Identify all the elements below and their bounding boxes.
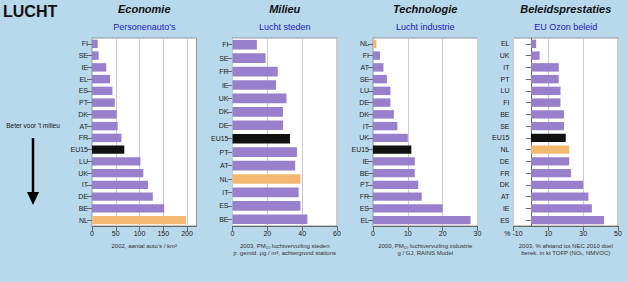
- svg-text:FR: FR: [219, 68, 228, 75]
- svg-text:UK: UK: [359, 134, 369, 141]
- svg-text:2000, PM₁₀ luchtvervuiling ind: 2000, PM₁₀ luchtvervuiling industrie: [378, 243, 473, 249]
- svg-text:Personenauto's: Personenauto's: [113, 22, 176, 32]
- svg-text:AT: AT: [220, 162, 229, 169]
- svg-text:IE: IE: [503, 205, 510, 212]
- svg-text:PT: PT: [360, 181, 370, 188]
- svg-text:Technologie: Technologie: [393, 3, 457, 15]
- svg-text:2003, PM₁₀ luchtvervuiling ste: 2003, PM₁₀ luchtvervuiling steden: [240, 243, 330, 249]
- svg-text:BE: BE: [360, 170, 370, 177]
- svg-text:SE: SE: [219, 55, 229, 62]
- svg-text:FI: FI: [363, 52, 369, 59]
- svg-text:SE: SE: [360, 76, 370, 83]
- svg-text:0: 0: [90, 230, 94, 237]
- svg-text:SE: SE: [79, 52, 89, 59]
- svg-text:Lucht steden: Lucht steden: [259, 22, 311, 32]
- svg-text:UK: UK: [219, 95, 229, 102]
- svg-text:100: 100: [134, 230, 146, 237]
- svg-text:PT: PT: [79, 99, 89, 106]
- svg-text:EL: EL: [79, 76, 88, 83]
- svg-text:DK: DK: [219, 108, 229, 115]
- svg-text:% -10: % -10: [504, 230, 522, 237]
- svg-text:DK: DK: [500, 181, 510, 188]
- svg-text:10: 10: [544, 230, 552, 237]
- svg-text:30: 30: [474, 230, 482, 237]
- svg-text:NL: NL: [501, 146, 510, 153]
- svg-text:IT: IT: [363, 123, 370, 130]
- svg-text:UK: UK: [78, 170, 88, 177]
- svg-text:Beter voor 't milieu: Beter voor 't milieu: [6, 122, 60, 129]
- svg-text:0: 0: [371, 230, 375, 237]
- svg-text:60: 60: [333, 230, 341, 237]
- svg-text:2003, % afstand tot NEC 2010 d: 2003, % afstand tot NEC 2010 doel: [519, 243, 613, 249]
- svg-text:SE: SE: [500, 123, 510, 130]
- svg-text:DK: DK: [359, 111, 369, 118]
- svg-text:IT: IT: [222, 189, 229, 196]
- svg-text:FI: FI: [503, 99, 509, 106]
- svg-text:DE: DE: [78, 193, 88, 200]
- svg-text:FR: FR: [360, 193, 369, 200]
- svg-text:Milieu: Milieu: [269, 3, 300, 15]
- svg-text:DE: DE: [219, 122, 229, 129]
- svg-text:ES: ES: [219, 202, 229, 209]
- svg-text:berek. in kt TOFP (NOₓ, NMVOC): berek. in kt TOFP (NOₓ, NMVOC): [521, 250, 610, 256]
- svg-text:20: 20: [439, 230, 447, 237]
- svg-text:EL: EL: [360, 217, 369, 224]
- svg-text:EU15: EU15: [211, 135, 229, 142]
- svg-text:DK: DK: [78, 111, 88, 118]
- svg-text:NL: NL: [360, 40, 369, 47]
- svg-text:20: 20: [263, 230, 271, 237]
- svg-text:ES: ES: [360, 205, 370, 212]
- svg-text:Lucht industrie: Lucht industrie: [396, 22, 455, 32]
- svg-text:jr. gemid. μg / m³, achtergron: jr. gemid. μg / m³, achtergrond stations: [232, 250, 336, 256]
- svg-text:PT: PT: [501, 76, 511, 83]
- svg-text:30: 30: [579, 230, 587, 237]
- svg-text:BE: BE: [219, 216, 229, 223]
- svg-text:50: 50: [112, 230, 120, 237]
- svg-text:EU15: EU15: [351, 146, 369, 153]
- svg-text:FR: FR: [79, 134, 88, 141]
- svg-text:g / GJ, RAINS Model: g / GJ, RAINS Model: [397, 250, 453, 256]
- svg-text:ES: ES: [79, 87, 89, 94]
- svg-text:Economie: Economie: [118, 3, 171, 15]
- svg-text:AT: AT: [80, 123, 89, 130]
- svg-text:NL: NL: [79, 217, 88, 224]
- svg-text:NL: NL: [220, 176, 229, 183]
- svg-text:FR: FR: [500, 170, 509, 177]
- svg-text:AT: AT: [501, 193, 510, 200]
- svg-text:IT: IT: [82, 181, 89, 188]
- svg-text:EU15: EU15: [492, 134, 510, 141]
- svg-text:BE: BE: [500, 111, 510, 118]
- svg-text:IE: IE: [222, 82, 229, 89]
- svg-text:EU Ozon beleid: EU Ozon beleid: [534, 22, 597, 32]
- svg-text:BE: BE: [79, 205, 89, 212]
- svg-text:UK: UK: [500, 52, 510, 59]
- svg-text:2002, aantal auto's / km²: 2002, aantal auto's / km²: [111, 243, 177, 249]
- svg-text:DE: DE: [359, 99, 369, 106]
- svg-text:200: 200: [181, 230, 193, 237]
- svg-text:AT: AT: [361, 64, 370, 71]
- svg-text:FI: FI: [222, 41, 228, 48]
- svg-text:EL: EL: [501, 40, 510, 47]
- svg-text:IE: IE: [362, 158, 369, 165]
- svg-text:LU: LU: [501, 87, 510, 94]
- svg-text:LU: LU: [360, 87, 369, 94]
- svg-text:DE: DE: [500, 158, 510, 165]
- svg-text:LU: LU: [79, 158, 88, 165]
- svg-text:150: 150: [157, 230, 169, 237]
- svg-text:10: 10: [404, 230, 412, 237]
- svg-text:IE: IE: [81, 64, 88, 71]
- svg-text:EU15: EU15: [70, 146, 88, 153]
- svg-text:LUCHT: LUCHT: [3, 3, 57, 20]
- svg-text:0: 0: [231, 230, 235, 237]
- svg-text:IT: IT: [503, 64, 510, 71]
- svg-text:Beleidsprestaties: Beleidsprestaties: [520, 3, 611, 15]
- svg-text:ES: ES: [500, 217, 510, 224]
- svg-text:40: 40: [298, 230, 306, 237]
- svg-text:50: 50: [614, 230, 622, 237]
- svg-text:FI: FI: [82, 40, 88, 47]
- svg-text:PT: PT: [220, 149, 230, 156]
